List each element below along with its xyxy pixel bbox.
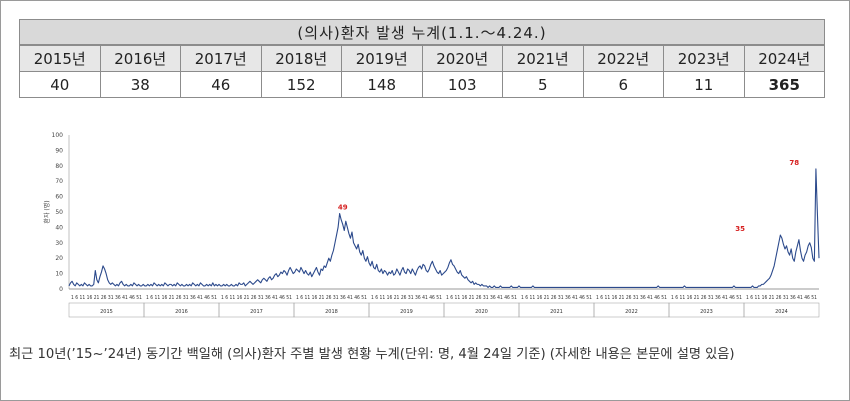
year-cell: 2020년 — [421, 45, 503, 72]
year-label: 2016 — [175, 309, 188, 315]
count-value-row: 40 38 46 152 148 103 5 6 11 365 — [19, 71, 825, 98]
count-cell: 365 — [743, 71, 825, 98]
week-tick-labels: 1 6 11 16 21 26 31 36 41 46 51 — [221, 295, 292, 301]
week-tick-labels: 1 6 11 16 21 26 31 36 41 46 51 — [746, 295, 817, 301]
table-title: (의사)환자 발생 누계(1.1.～4.24.) — [19, 19, 825, 45]
week-tick-labels: 1 6 11 16 21 26 31 36 41 46 51 — [71, 295, 142, 301]
y-tick-label: 0 — [59, 286, 63, 293]
week-tick-labels: 1 6 11 16 21 26 31 36 41 46 51 — [521, 295, 592, 301]
week-tick-labels: 1 6 11 16 21 26 31 36 41 46 51 — [596, 295, 667, 301]
y-tick-label: 50 — [55, 209, 63, 216]
year-cell: 2022년 — [582, 45, 664, 72]
week-tick-labels: 1 6 11 16 21 26 31 36 41 46 51 — [296, 295, 367, 301]
year-header-row: 2015년 2016년 2017년 2018년 2019년 2020년 2021… — [19, 45, 825, 72]
year-label: 2020 — [475, 309, 488, 315]
week-tick-labels: 1 6 11 16 21 26 31 36 41 46 51 — [446, 295, 517, 301]
year-label: 2019 — [400, 309, 413, 315]
y-axis-label: 환자 (명) — [43, 200, 51, 223]
week-tick-labels: 1 6 11 16 21 26 31 36 41 46 51 — [671, 295, 742, 301]
year-cell: 2023년 — [663, 45, 745, 72]
count-cell: 6 — [582, 71, 664, 98]
peak-label: 78 — [789, 159, 799, 167]
year-cell: 2019년 — [341, 45, 423, 72]
y-tick-label: 80 — [55, 163, 63, 170]
year-cell: 2016년 — [99, 45, 181, 72]
year-band — [743, 302, 820, 318]
year-label: 2017 — [250, 309, 263, 315]
year-label: 2021 — [550, 309, 563, 315]
y-tick-label: 70 — [55, 178, 63, 185]
year-cell: 2021년 — [502, 45, 584, 72]
count-cell: 40 — [19, 71, 101, 98]
count-cell: 148 — [341, 71, 423, 98]
y-tick-label: 40 — [55, 224, 63, 231]
year-label: 2023 — [700, 309, 713, 315]
count-cell: 103 — [421, 71, 503, 98]
count-cell: 5 — [502, 71, 584, 98]
y-tick-label: 10 — [55, 271, 63, 278]
y-tick-label: 60 — [55, 194, 63, 201]
year-cell: 2018년 — [260, 45, 342, 72]
count-cell: 11 — [663, 71, 745, 98]
peak-label: 35 — [735, 225, 745, 233]
year-label: 2015 — [100, 309, 113, 315]
y-tick-label: 20 — [55, 255, 63, 262]
year-cell: 2015년 — [19, 45, 101, 72]
y-tick-label: 30 — [55, 240, 63, 247]
year-cell: 2024년 — [743, 45, 825, 72]
figure-caption: 최근 10년(’15~’24년) 동기간 백일해 (의사)환자 주별 발생 현황… — [9, 347, 735, 362]
weekly-cases-chart: 0 10 20 30 40 50 60 70 80 90 100 환자 (명) 1 6 11 16 21… — [39, 125, 821, 327]
week-tick-labels: 1 6 11 16 21 26 31 36 41 46 51 — [146, 295, 217, 301]
year-label: 2018 — [325, 309, 338, 315]
cumulative-cases-table: (의사)환자 발생 누계(1.1.～4.24.) 2015년 2016년 201… — [19, 19, 825, 98]
count-cell: 46 — [180, 71, 262, 98]
year-label: 2024 — [775, 309, 788, 315]
cases-series-line — [68, 168, 820, 289]
counts-grid: 2015년 2016년 2017년 2018년 2019년 2020년 2021… — [19, 45, 825, 98]
y-tick-label: 90 — [55, 147, 63, 154]
week-tick-labels: 1 6 11 16 21 26 31 36 41 46 51 — [371, 295, 442, 301]
count-cell: 152 — [260, 71, 342, 98]
count-cell: 38 — [99, 71, 181, 98]
year-label: 2022 — [625, 309, 638, 315]
year-cell: 2017년 — [180, 45, 262, 72]
peak-label: 49 — [338, 204, 348, 212]
chart-svg: 0 10 20 30 40 50 60 70 80 90 100 환자 (명) 1 6 11 16 21… — [43, 132, 820, 318]
y-tick-label: 100 — [52, 132, 64, 139]
